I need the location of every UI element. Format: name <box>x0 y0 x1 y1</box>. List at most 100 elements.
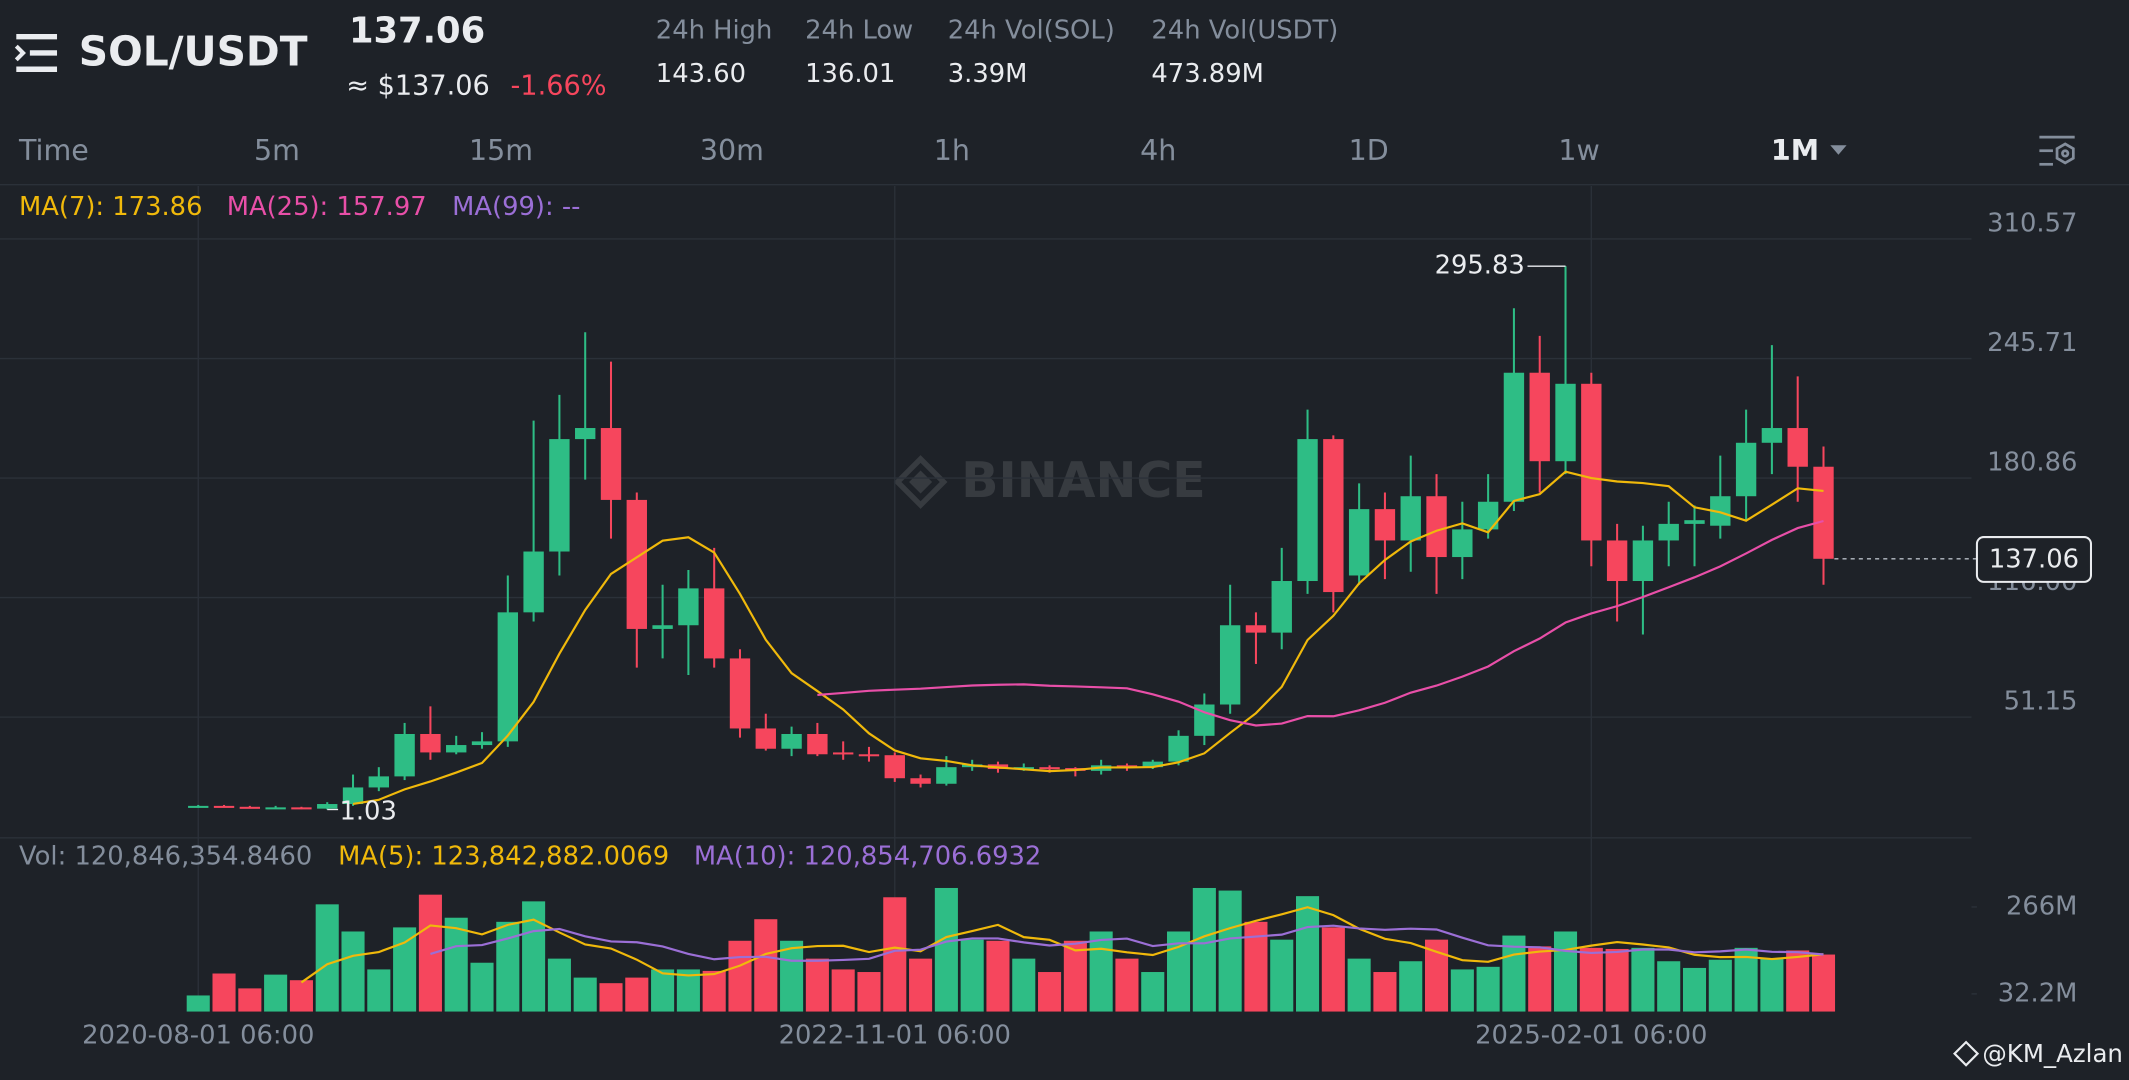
interval-tab[interactable]: 1M <box>1771 134 1819 167</box>
volume-bar <box>1012 958 1036 1012</box>
volume-bar <box>805 958 829 1012</box>
volume-bar <box>1192 887 1216 1012</box>
volume-bar <box>1760 958 1784 1012</box>
candle-body <box>1735 442 1757 497</box>
candle-body <box>394 733 415 777</box>
candle-body <box>1323 439 1344 593</box>
candle-body <box>1581 383 1602 541</box>
stat-value: 3.39M <box>948 59 1028 89</box>
volume-bar <box>1811 954 1836 1012</box>
candle-body <box>1374 509 1396 541</box>
candle-body <box>1684 520 1705 524</box>
volume-bar <box>1708 959 1732 1012</box>
price-usd: ≈ $137.06 <box>346 70 490 101</box>
candle-body <box>678 588 699 626</box>
interval-tab[interactable]: 4h <box>1140 134 1176 167</box>
interval-tab[interactable]: 1h <box>934 134 970 167</box>
volume-bar <box>186 995 210 1012</box>
candle-body <box>1426 496 1447 558</box>
volume-bar <box>1579 947 1603 1012</box>
volume-bar <box>1605 948 1629 1012</box>
candle-body <box>1271 581 1292 633</box>
candle-body <box>317 804 338 809</box>
candle-body <box>832 752 854 755</box>
watermark-text: BINANCE <box>961 452 1205 509</box>
volume-bar <box>238 988 262 1012</box>
x-tick-label: 2025-02-01 06:00 <box>1475 1020 1707 1050</box>
volume-bar <box>1682 967 1707 1012</box>
volume-bar <box>986 940 1010 1012</box>
volume-bar <box>754 919 778 1012</box>
volume-bar <box>1786 950 1810 1012</box>
candle-body <box>807 733 828 755</box>
candle-body <box>1245 625 1267 633</box>
ma-legend: MA(25): 157.97 <box>227 192 427 222</box>
candle-body <box>884 755 905 779</box>
volume-bar <box>1218 890 1242 1012</box>
menu-icon[interactable] <box>14 33 58 72</box>
volume-bar <box>393 927 417 1012</box>
candle-body <box>910 778 931 784</box>
volume-bar <box>1631 947 1655 1012</box>
volume-bar <box>315 904 339 1012</box>
candle-body <box>1658 523 1679 541</box>
volume-bar <box>1321 927 1345 1012</box>
x-tick-label: 2020-08-01 06:00 <box>82 1020 314 1050</box>
candle-body <box>1606 540 1628 582</box>
interval-tab[interactable]: 15m <box>469 134 533 167</box>
stat-value: 143.60 <box>656 59 746 89</box>
volume-bar <box>341 931 365 1012</box>
volume-bar <box>1657 961 1681 1012</box>
candle-body <box>342 787 364 805</box>
candle-body <box>858 754 880 757</box>
volume-bar <box>599 983 623 1012</box>
candle-body <box>600 428 622 500</box>
interval-tab[interactable]: 5m <box>254 134 300 167</box>
volume-bar <box>1347 958 1371 1012</box>
candle-body <box>523 551 544 613</box>
volume-bar <box>934 887 958 1012</box>
volume-bar <box>1167 931 1191 1012</box>
volume-bar <box>444 917 468 1012</box>
candle-body <box>239 806 261 809</box>
vol-legend: MA(5): 123,842,882.0069 <box>338 841 669 871</box>
vol-legend: Vol: 120,846,354.8460 <box>19 841 312 871</box>
interval-tab[interactable]: 1D <box>1349 134 1389 167</box>
y-tick-label: 310.57 <box>1987 209 2077 239</box>
last-price: 137.06 <box>349 11 485 52</box>
volume-bar <box>1373 972 1397 1012</box>
volume-bar <box>496 921 520 1012</box>
candle-body <box>1761 428 1783 443</box>
volume-bar <box>1038 972 1062 1012</box>
plot: 51.15116.00180.86245.71310.57266M32.2M20… <box>0 186 2093 1050</box>
volume-bar <box>212 973 236 1012</box>
settings-icon[interactable] <box>2039 135 2075 166</box>
interval-tab[interactable]: 1w <box>1558 134 1599 167</box>
vol-tick-label: 32.2M <box>1998 978 2078 1008</box>
candle-body <box>755 728 776 749</box>
interval-tab[interactable]: 30m <box>700 134 764 167</box>
last-price-label: 137.06 <box>1989 545 2079 575</box>
volume-bar <box>1141 972 1165 1012</box>
vol-legend: MA(10): 120,854,706.6932 <box>694 841 1042 871</box>
stat-value: 473.89M <box>1151 59 1263 89</box>
candle-body <box>1452 529 1473 558</box>
candle-body <box>575 428 596 440</box>
y-tick-label: 180.86 <box>1987 448 2077 478</box>
ma-line <box>817 519 1824 727</box>
volume-bar <box>883 897 907 1012</box>
credit-text: @KM_Azlan <box>1982 1039 2123 1068</box>
ma-legend: MA(99): -- <box>452 192 580 222</box>
candle-body <box>471 741 493 746</box>
vol-ma-line <box>430 924 1824 962</box>
volume-bar <box>289 980 313 1012</box>
volume-bar <box>1553 931 1578 1012</box>
high-label: 295.83 <box>1435 251 1525 281</box>
candle-body <box>704 588 725 659</box>
volume-bar <box>780 940 804 1012</box>
volume-bar <box>1296 896 1320 1012</box>
volume-bar <box>960 939 984 1012</box>
y-tick-label: 245.71 <box>1987 328 2077 358</box>
candle-body <box>729 658 751 729</box>
candle-body <box>1039 767 1060 770</box>
